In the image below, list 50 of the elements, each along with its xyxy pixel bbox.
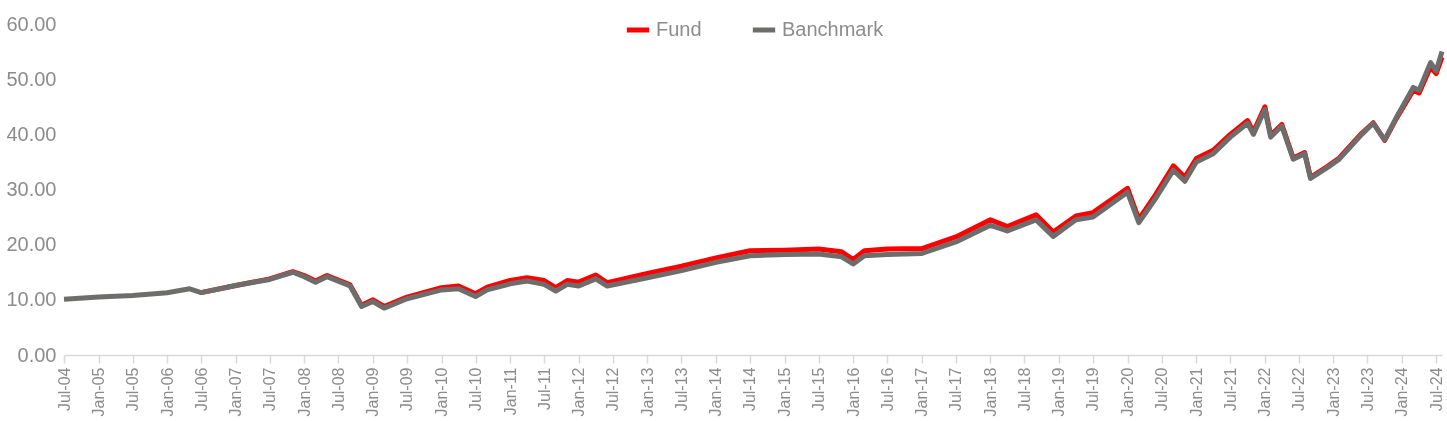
y-tick-label: 20.00	[6, 233, 57, 256]
x-tick-label: Jul-07	[261, 367, 279, 412]
x-tick-label: Jul-24	[1427, 367, 1445, 412]
y-tick-label: 30.00	[6, 178, 57, 200]
x-tick-label: Jul-17	[947, 367, 965, 412]
y-tick-label: 10.00	[6, 288, 57, 311]
x-tick-label: Jan-12	[570, 367, 588, 417]
x-tick-label: Jul-04	[55, 367, 73, 412]
x-tick-label: Jul-11	[535, 367, 553, 410]
x-tick-label: Jan-13	[638, 367, 656, 417]
x-tick-label: Jan-05	[90, 367, 108, 417]
x-tick-label: Jul-05	[124, 367, 142, 412]
x-tick-label: Jul-13	[672, 367, 690, 412]
x-tick-label: Jul-12	[604, 367, 622, 412]
x-tick-label: Jan-10	[433, 367, 451, 417]
x-tick-label: Jan-24	[1393, 367, 1411, 417]
x-tick-label: Jul-09	[398, 367, 416, 412]
x-tick-label: Jan-17	[913, 367, 931, 417]
x-tick-label: Jul-18	[1015, 367, 1033, 412]
x-tick-label: Jan-18	[981, 367, 999, 417]
x-tick-label: Jan-07	[227, 367, 245, 417]
x-tick-label: Jan-20	[1119, 367, 1137, 417]
x-tick-label: Jan-08	[295, 367, 313, 417]
x-tick-label: Jul-15	[810, 367, 828, 412]
y-tick-label: 0.00	[17, 343, 57, 366]
x-tick-label: Jul-19	[1084, 367, 1102, 412]
x-tick-label: Jan-14	[707, 367, 725, 417]
x-tick-label: Jul-10	[467, 367, 485, 412]
x-tick-label: Jan-21	[1187, 367, 1205, 417]
x-tick-label: Jul-21	[1221, 367, 1239, 412]
x-tick-label: Jul-16	[878, 367, 896, 412]
legend-label: Fund	[656, 18, 702, 40]
x-tick-label: Jan-06	[158, 367, 176, 417]
y-tick-label: 40.00	[6, 122, 57, 145]
x-tick-label: Jul-06	[192, 367, 210, 412]
x-tick-label: Jul-20	[1153, 367, 1171, 412]
x-tick-label: Jan-11	[501, 367, 519, 416]
x-tick-label: Jan-15	[776, 367, 794, 417]
x-tick-label: Jul-22	[1290, 367, 1308, 412]
y-tick-label: 50.00	[6, 67, 57, 90]
y-tick-label: 60.00	[6, 12, 57, 35]
x-tick-label: Jul-08	[329, 367, 347, 412]
legend-label: Banchmark	[782, 18, 885, 40]
x-tick-label: Jan-19	[1050, 367, 1068, 417]
x-tick-label: Jan-22	[1256, 367, 1274, 417]
x-tick-label: Jul-14	[741, 367, 759, 412]
x-tick-label: Jul-23	[1358, 367, 1376, 412]
x-tick-label: Jan-16	[844, 367, 862, 417]
x-tick-label: Jan-09	[364, 367, 382, 417]
x-tick-label: Jan-23	[1324, 367, 1342, 417]
